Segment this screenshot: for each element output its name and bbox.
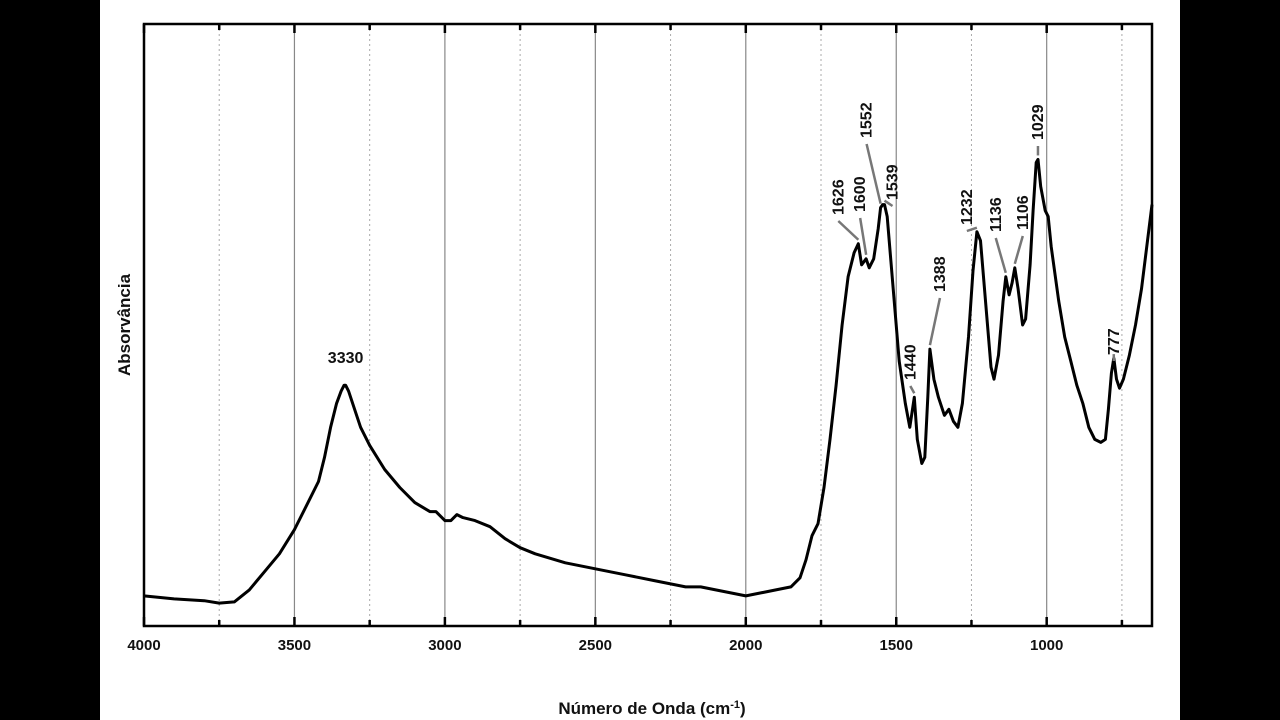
peak-label: 1029 bbox=[1030, 104, 1047, 140]
peak-leader-line bbox=[909, 385, 916, 394]
peak-label: 1232 bbox=[959, 189, 976, 225]
peak-annotations: 3330 1626 1600 1552 1539 1440 1388 1232 1136 1106… bbox=[328, 102, 1123, 394]
peak-leader-line bbox=[837, 220, 860, 241]
plot-frame bbox=[142, 22, 1154, 628]
peak-leader-line bbox=[858, 217, 868, 255]
peak-leader-line bbox=[1013, 235, 1024, 265]
peak-label: 1106 bbox=[1015, 195, 1032, 230]
peak-leader-line bbox=[966, 226, 978, 233]
x-axis-title-main: Número de Onda (cm bbox=[558, 699, 730, 718]
peak-leader-line bbox=[865, 143, 882, 204]
x-axis-title: Número de Onda (cm-1) bbox=[558, 699, 745, 718]
ftir-spectrum-chart: 3330 1626 1600 1552 1539 1440 1388 1232 1136 1106… bbox=[115, 22, 1154, 718]
peak-label: 1440 bbox=[902, 344, 919, 380]
spectrum-line bbox=[143, 157, 1154, 605]
x-tick-label: 1000 bbox=[1030, 637, 1063, 654]
chart-panel: 3330 1626 1600 1552 1539 1440 1388 1232 1136 1106… bbox=[100, 0, 1180, 720]
peak-leader-line bbox=[883, 199, 894, 208]
x-axis-title-close: ) bbox=[740, 699, 746, 718]
peak-leader-line bbox=[994, 237, 1007, 274]
axis-ticks bbox=[142, 24, 1124, 626]
peak-label: 1600 bbox=[852, 176, 869, 212]
x-tick-labels: 4000 3500 3000 2500 2000 1500 1000 bbox=[127, 637, 1063, 654]
x-tick-label: 3500 bbox=[278, 637, 311, 654]
peak-label: 777 bbox=[1106, 328, 1123, 355]
peak-label: 3330 bbox=[328, 350, 364, 367]
peak-leader-line bbox=[928, 297, 942, 346]
x-tick-label: 1500 bbox=[880, 637, 913, 654]
x-tick-label: 4000 bbox=[127, 637, 160, 654]
x-tick-label: 2000 bbox=[729, 637, 762, 654]
peak-label: 1626 bbox=[830, 179, 847, 215]
y-axis-title: Absorvância bbox=[115, 273, 134, 376]
spectrum-layer bbox=[143, 157, 1154, 605]
x-tick-label: 2500 bbox=[579, 637, 612, 654]
peak-label: 1539 bbox=[885, 164, 902, 200]
x-tick-label: 3000 bbox=[428, 637, 461, 654]
peak-label: 1388 bbox=[932, 256, 949, 292]
x-axis-title-superscript: -1 bbox=[730, 699, 740, 711]
peak-label: 1552 bbox=[859, 102, 876, 138]
peak-label: 1136 bbox=[988, 197, 1005, 232]
